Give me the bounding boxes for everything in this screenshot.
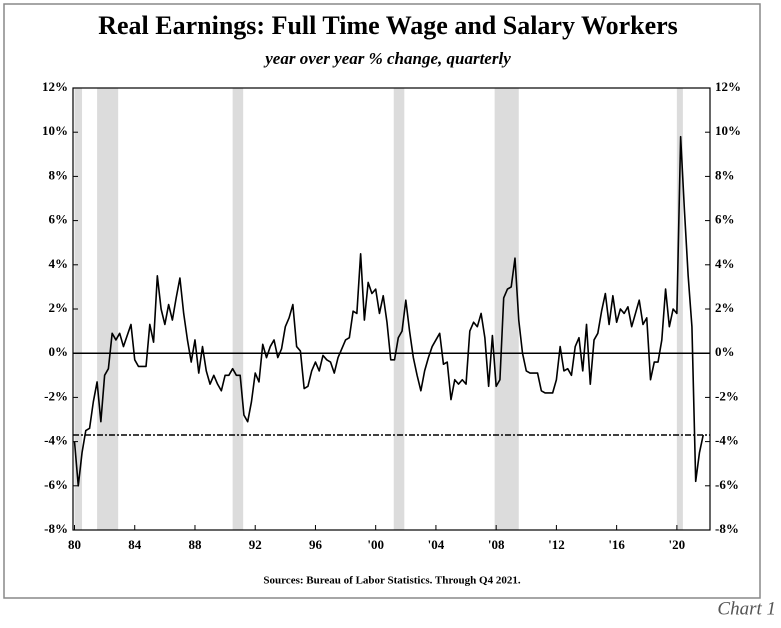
plot-frame [72, 87, 711, 531]
x-tick-label: 88 [188, 537, 202, 552]
y2-tick-label: 12% [715, 79, 741, 94]
chart-title: Real Earnings: Full Time Wage and Salary… [98, 11, 678, 40]
x-tick-label: 92 [249, 537, 262, 552]
recession-band [97, 88, 119, 530]
y2-tick-label: 0% [715, 344, 735, 359]
y2-tick-label: 2% [715, 300, 735, 315]
y-tick-label: -8% [44, 521, 68, 536]
y2-tick-label: 8% [715, 167, 735, 182]
y2-tick-label: -8% [715, 521, 739, 536]
recession-band [676, 88, 683, 530]
chart-subtitle: year over year % change, quarterly [263, 49, 511, 68]
y-tick-label: 12% [42, 79, 68, 94]
recession-band [393, 88, 405, 530]
x-tick-label: '00 [367, 537, 384, 552]
y2-tick-label: -6% [715, 477, 739, 492]
recession-band [74, 88, 83, 530]
x-tick-label: '20 [669, 537, 686, 552]
x-tick-label: '04 [428, 537, 445, 552]
source: Sources: Bureau of Labor Statistics. Thr… [263, 575, 520, 587]
y-tick-label: -2% [44, 388, 68, 403]
y-tick-label: -4% [44, 433, 68, 448]
y2-tick-label: 4% [715, 256, 735, 271]
y-tick-label: 2% [49, 300, 69, 315]
x-tick-label: '16 [608, 537, 625, 552]
chart-border [3, 3, 761, 599]
plot: -8% -8% -6% -6% -4% -4% -2% -2% 0% 0% 2% 2% 4% 4% 6% 6%… [42, 79, 741, 552]
y2-tick-label: -2% [715, 388, 739, 403]
x-tick-label: 96 [309, 537, 323, 552]
y2-tick-label: 6% [715, 212, 735, 227]
y2-tick-label: 10% [715, 123, 741, 138]
y-tick-label: 0% [49, 344, 69, 359]
recession-band [494, 88, 519, 530]
x-tick-label: '08 [488, 537, 505, 552]
y-tick-label: 6% [49, 212, 69, 227]
recession-band [232, 88, 244, 530]
x-tick-label: 84 [128, 537, 142, 552]
y-tick-label: 10% [42, 123, 68, 138]
chart-label: Chart 1 [717, 598, 776, 619]
x-tick-label: '12 [548, 537, 565, 552]
y-tick-label: 8% [49, 167, 69, 182]
y-tick-label: -6% [44, 477, 68, 492]
x-tick-label: 80 [68, 537, 81, 552]
data-line [73, 135, 705, 487]
y-tick-label: 4% [49, 256, 69, 271]
y2-tick-label: -4% [715, 433, 739, 448]
